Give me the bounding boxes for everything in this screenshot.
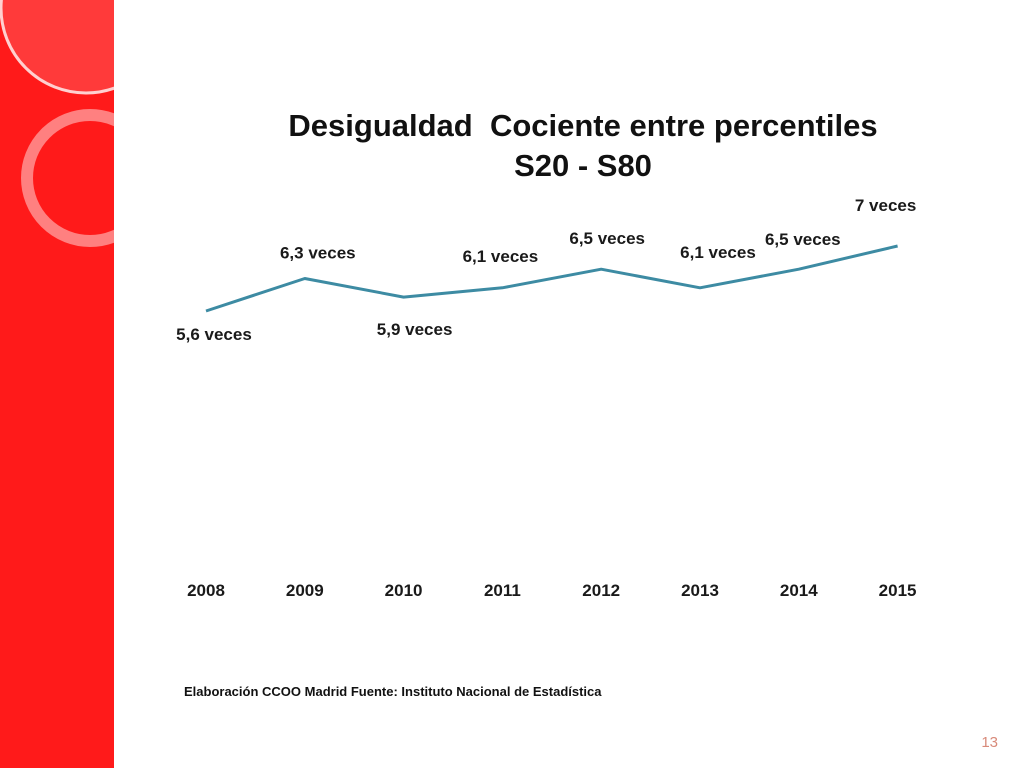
x-tick-label: 2010 [385, 581, 423, 600]
data-label: 6,5 veces [569, 229, 645, 248]
x-tick-label: 2008 [187, 581, 225, 600]
x-tick-label: 2011 [484, 581, 521, 600]
x-tick-label: 2014 [780, 581, 818, 600]
data-label: 6,3 veces [280, 244, 356, 263]
x-tick-label: 2013 [681, 581, 719, 600]
source-note: Elaboración CCOO Madrid Fuente: Institut… [184, 684, 602, 699]
data-label: 6,1 veces [680, 243, 756, 262]
data-labels: 5,6 veces 6,3 veces 5,9 veces 6,1 veces 6,5 … [176, 196, 916, 344]
side-band-graphic [0, 0, 114, 768]
data-label: 6,1 veces [463, 247, 539, 266]
series-line [205, 244, 898, 313]
slide-number: 13 [981, 734, 998, 751]
x-tick-label: 2015 [879, 581, 917, 600]
x-tick-label: 2012 [582, 581, 620, 600]
chart-title-line-2: S20 - S80 [514, 148, 652, 183]
data-label: 7 veces [855, 196, 916, 215]
chart-title: Desigualdad Cociente entre percentiles S… [230, 106, 936, 186]
chart-title-line-1: Desigualdad Cociente entre percentiles [288, 108, 878, 143]
x-axis: 2008 2009 2010 2011 2012 2013 2014 2015 [187, 581, 916, 600]
data-label: 6,5 veces [765, 230, 841, 249]
data-label: 5,6 veces [176, 325, 252, 344]
decorative-side-band [0, 0, 114, 768]
plot-area [205, 244, 898, 313]
x-tick-label: 2009 [286, 581, 324, 600]
data-label: 5,9 veces [377, 320, 453, 339]
